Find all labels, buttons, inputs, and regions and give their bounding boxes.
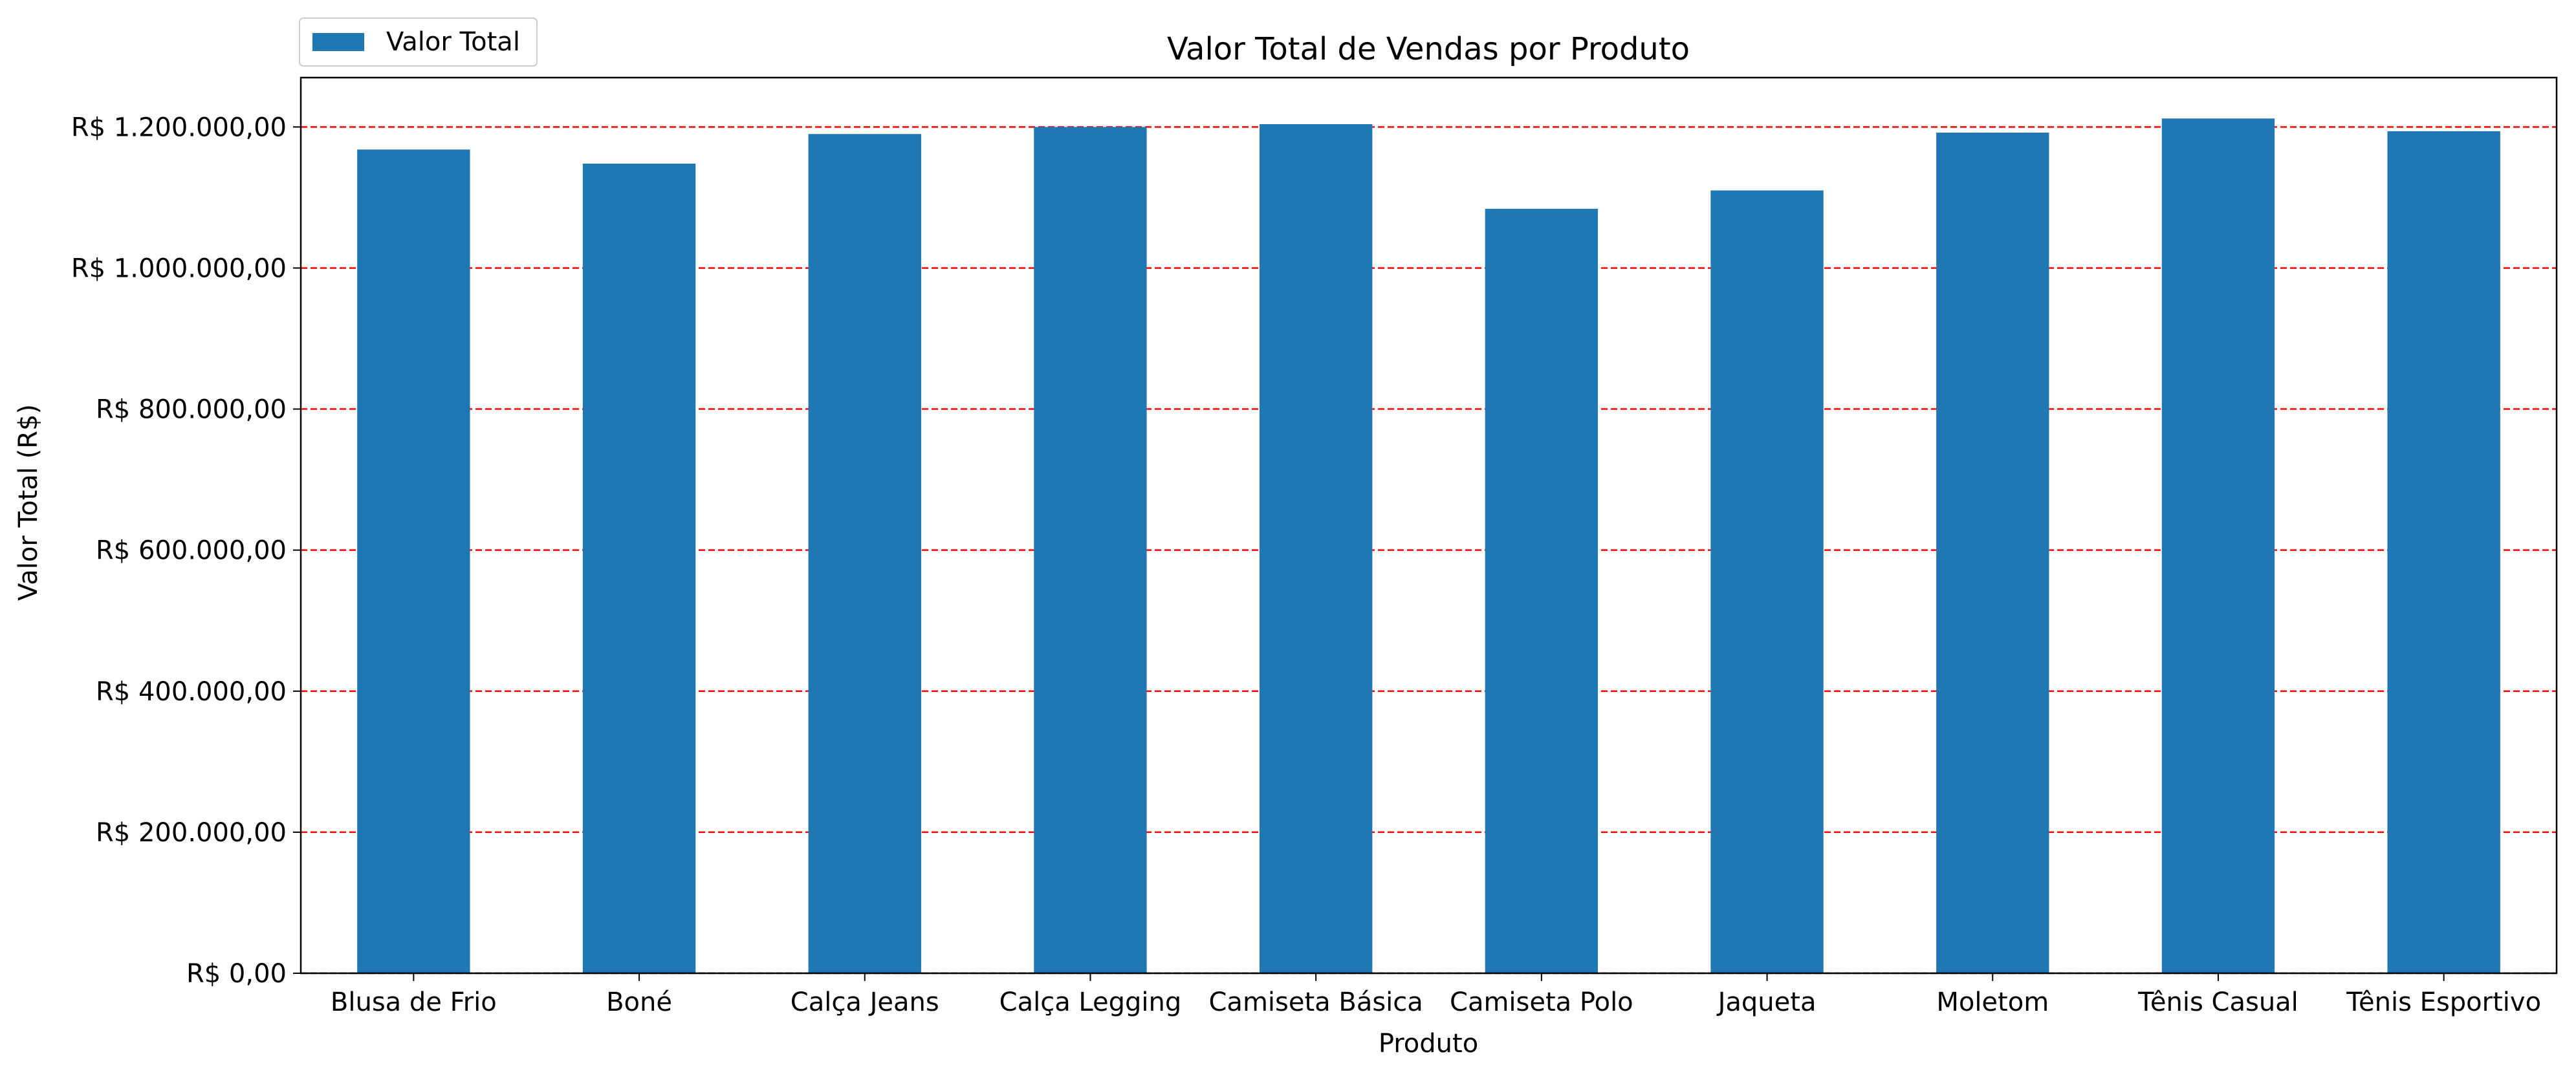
- x-axis-title: Produto: [1379, 1029, 1478, 1059]
- y-tick-label: R$ 800.000,00: [96, 395, 287, 425]
- x-tick-label: Blusa de Frio: [331, 987, 497, 1017]
- x-tick-label: Calça Jeans: [791, 987, 939, 1017]
- y-tick-label: R$ 1.200.000,00: [71, 113, 287, 142]
- bar: [1485, 208, 1599, 973]
- y-tick-label: R$ 0,00: [186, 959, 287, 989]
- x-tick-label: Boné: [606, 987, 672, 1017]
- x-tick-label: Camiseta Básica: [1209, 987, 1423, 1017]
- bar: [1710, 190, 1824, 974]
- y-tick-label: R$ 400.000,00: [96, 677, 287, 707]
- x-tick-label: Calça Legging: [999, 987, 1182, 1017]
- bar: [1936, 133, 2049, 973]
- x-tick-label: Camiseta Polo: [1450, 987, 1633, 1017]
- bar: [357, 149, 470, 974]
- bar: [2161, 118, 2275, 974]
- bar: [2387, 131, 2500, 974]
- legend: Valor Total: [299, 17, 538, 67]
- y-tick-label: R$ 600.000,00: [96, 536, 287, 566]
- bar: [1034, 127, 1147, 973]
- x-tick-label: Jaqueta: [1716, 987, 1817, 1017]
- bar: [582, 164, 696, 973]
- legend-label: Valor Total: [386, 27, 520, 57]
- y-axis-title: Valor Total (R$): [14, 404, 43, 601]
- x-tick-label: Tênis Esportivo: [2346, 987, 2541, 1017]
- axes: R$ 0,00 R$ 200.000,00 R$ 400.000,00 R$ 600.…: [71, 76, 2558, 1017]
- chart-title: Valor Total de Vendas por Produto: [1167, 31, 1690, 67]
- bar: [1259, 124, 1373, 974]
- bar: [808, 134, 921, 973]
- legend-swatch: [312, 33, 364, 51]
- legend-frame: [299, 17, 538, 67]
- y-tick-label: R$ 200.000,00: [96, 818, 287, 848]
- bars: [357, 118, 2500, 974]
- x-tick-label: Moletom: [1936, 987, 2049, 1017]
- x-tick-label: Tênis Casual: [2137, 987, 2298, 1017]
- y-tick-label: R$ 1.000.000,00: [71, 253, 287, 283]
- plot-frame: [300, 76, 2558, 975]
